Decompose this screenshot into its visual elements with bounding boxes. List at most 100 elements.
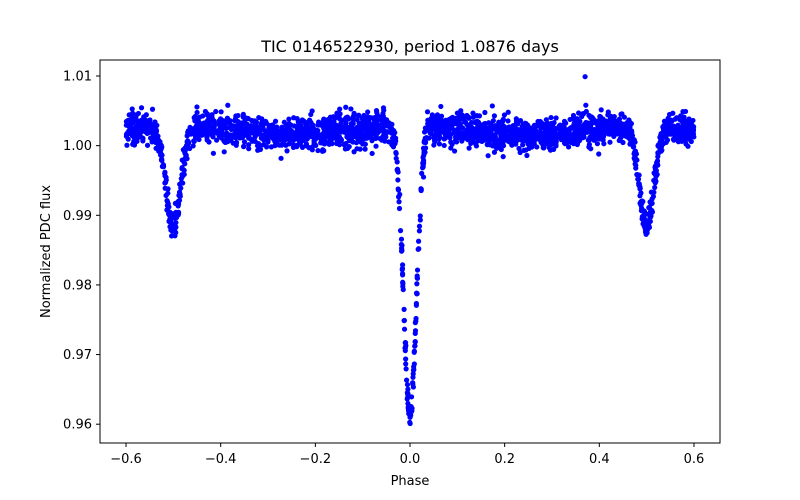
data-point bbox=[476, 125, 483, 131]
data-point bbox=[431, 135, 437, 141]
data-point bbox=[134, 126, 140, 132]
data-point bbox=[621, 114, 627, 120]
data-point bbox=[687, 119, 693, 125]
y-axis-label: Normalized PDC flux bbox=[39, 185, 54, 318]
data-point bbox=[516, 134, 522, 140]
data-point bbox=[515, 121, 521, 127]
data-point bbox=[407, 414, 413, 420]
data-point bbox=[542, 133, 548, 140]
data-point bbox=[209, 114, 215, 120]
data-point bbox=[631, 151, 637, 157]
data-point bbox=[492, 133, 498, 140]
data-point bbox=[380, 105, 387, 111]
data-point bbox=[680, 119, 686, 125]
data-point bbox=[276, 128, 282, 135]
data-point bbox=[255, 140, 262, 147]
data-point bbox=[448, 139, 454, 145]
data-point bbox=[415, 246, 421, 252]
data-point bbox=[685, 125, 691, 131]
data-point bbox=[160, 162, 166, 168]
y-tick-label: 0.98 bbox=[63, 278, 92, 293]
data-point bbox=[531, 140, 537, 146]
data-point bbox=[613, 118, 619, 124]
data-point bbox=[501, 132, 507, 138]
data-point bbox=[413, 302, 419, 308]
data-point bbox=[331, 127, 337, 133]
data-point bbox=[300, 117, 306, 123]
data-point bbox=[638, 202, 644, 209]
data-point bbox=[297, 128, 303, 134]
data-point bbox=[362, 146, 368, 152]
data-point bbox=[691, 134, 697, 140]
data-point bbox=[324, 126, 331, 132]
data-point bbox=[205, 117, 211, 124]
data-point bbox=[476, 113, 483, 119]
data-point bbox=[520, 142, 526, 148]
data-point bbox=[183, 152, 189, 159]
data-point bbox=[590, 116, 597, 122]
data-point bbox=[432, 118, 439, 124]
data-point bbox=[634, 172, 640, 178]
data-point bbox=[369, 150, 375, 157]
data-point bbox=[556, 123, 562, 129]
data-point bbox=[300, 137, 306, 143]
data-point bbox=[655, 150, 661, 156]
data-point bbox=[256, 115, 262, 121]
data-point bbox=[317, 121, 323, 127]
data-point bbox=[438, 117, 444, 123]
data-point bbox=[218, 109, 224, 115]
data-point bbox=[411, 349, 417, 355]
data-point bbox=[399, 265, 406, 272]
data-point bbox=[336, 134, 343, 140]
data-point bbox=[138, 129, 144, 135]
data-point bbox=[466, 145, 472, 151]
data-point bbox=[172, 233, 178, 239]
data-point bbox=[588, 146, 594, 152]
data-point bbox=[168, 227, 174, 233]
data-point bbox=[563, 120, 569, 126]
data-point bbox=[217, 116, 224, 122]
data-point bbox=[484, 137, 490, 143]
data-point bbox=[328, 138, 334, 144]
data-point bbox=[405, 400, 411, 407]
data-point bbox=[681, 128, 687, 134]
data-point bbox=[348, 106, 354, 112]
y-axis-ticks: 0.96 0.97 0.98 0.99 1.00 1.01 bbox=[63, 70, 100, 433]
data-point bbox=[417, 217, 423, 223]
data-point bbox=[402, 345, 408, 351]
data-point bbox=[417, 213, 423, 219]
data-point bbox=[260, 142, 267, 148]
data-point bbox=[452, 137, 459, 143]
data-point bbox=[286, 127, 292, 133]
data-point bbox=[462, 135, 469, 141]
data-point bbox=[357, 126, 363, 132]
data-point bbox=[488, 133, 494, 139]
data-point bbox=[408, 394, 415, 400]
data-point bbox=[365, 120, 371, 126]
data-point bbox=[473, 141, 479, 147]
data-point bbox=[414, 281, 420, 287]
data-point bbox=[465, 114, 472, 120]
data-point bbox=[534, 144, 540, 150]
data-point bbox=[341, 142, 347, 148]
data-point bbox=[443, 118, 450, 124]
data-point bbox=[166, 204, 172, 210]
x-tick-label: −0.4 bbox=[205, 452, 237, 467]
data-point bbox=[644, 222, 650, 228]
data-point bbox=[143, 119, 149, 125]
data-point bbox=[420, 174, 427, 180]
x-tick-label: 0.4 bbox=[589, 452, 610, 467]
y-tick-label: 1.01 bbox=[63, 70, 92, 85]
data-point bbox=[426, 128, 433, 134]
data-point bbox=[194, 104, 200, 110]
data-point bbox=[311, 128, 317, 134]
data-point bbox=[267, 122, 273, 129]
data-point bbox=[598, 107, 604, 113]
data-point bbox=[235, 112, 241, 119]
data-point bbox=[497, 141, 504, 147]
data-point bbox=[405, 405, 411, 411]
data-point bbox=[554, 131, 560, 137]
data-point bbox=[419, 165, 426, 171]
data-point bbox=[598, 134, 604, 141]
data-point bbox=[521, 147, 527, 153]
